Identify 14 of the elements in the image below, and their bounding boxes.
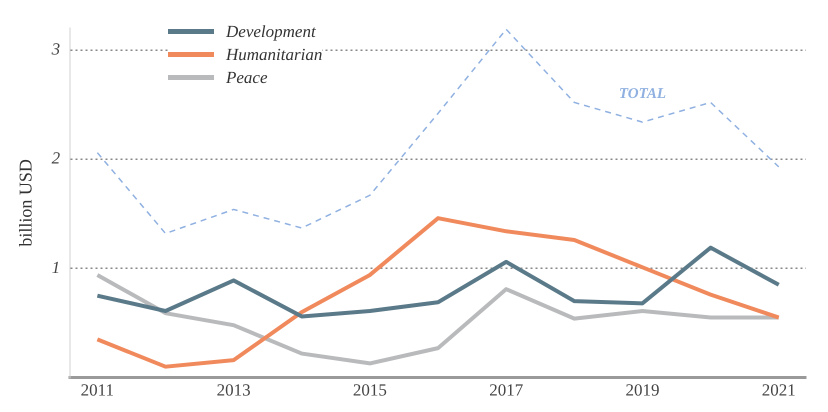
- legend-label: Development: [226, 22, 316, 42]
- x-tick-label: 2017: [489, 380, 524, 400]
- y-tick-label: 2: [52, 148, 61, 168]
- x-tick-label: 2013: [216, 380, 251, 400]
- x-tick-label: 2019: [625, 380, 660, 400]
- x-tick-label: 2021: [762, 380, 796, 400]
- y-tick-label: 3: [50, 40, 60, 59]
- x-tick-label: 2015: [352, 380, 387, 400]
- legend-label: Peace: [226, 68, 268, 88]
- y-tick-label: 1: [52, 258, 60, 277]
- x-tick-label: 2011: [80, 380, 114, 400]
- legend-label: Humanitarian: [226, 44, 322, 64]
- series-label: TOTAL: [618, 86, 666, 102]
- y-axis-title: billion USD: [16, 159, 36, 247]
